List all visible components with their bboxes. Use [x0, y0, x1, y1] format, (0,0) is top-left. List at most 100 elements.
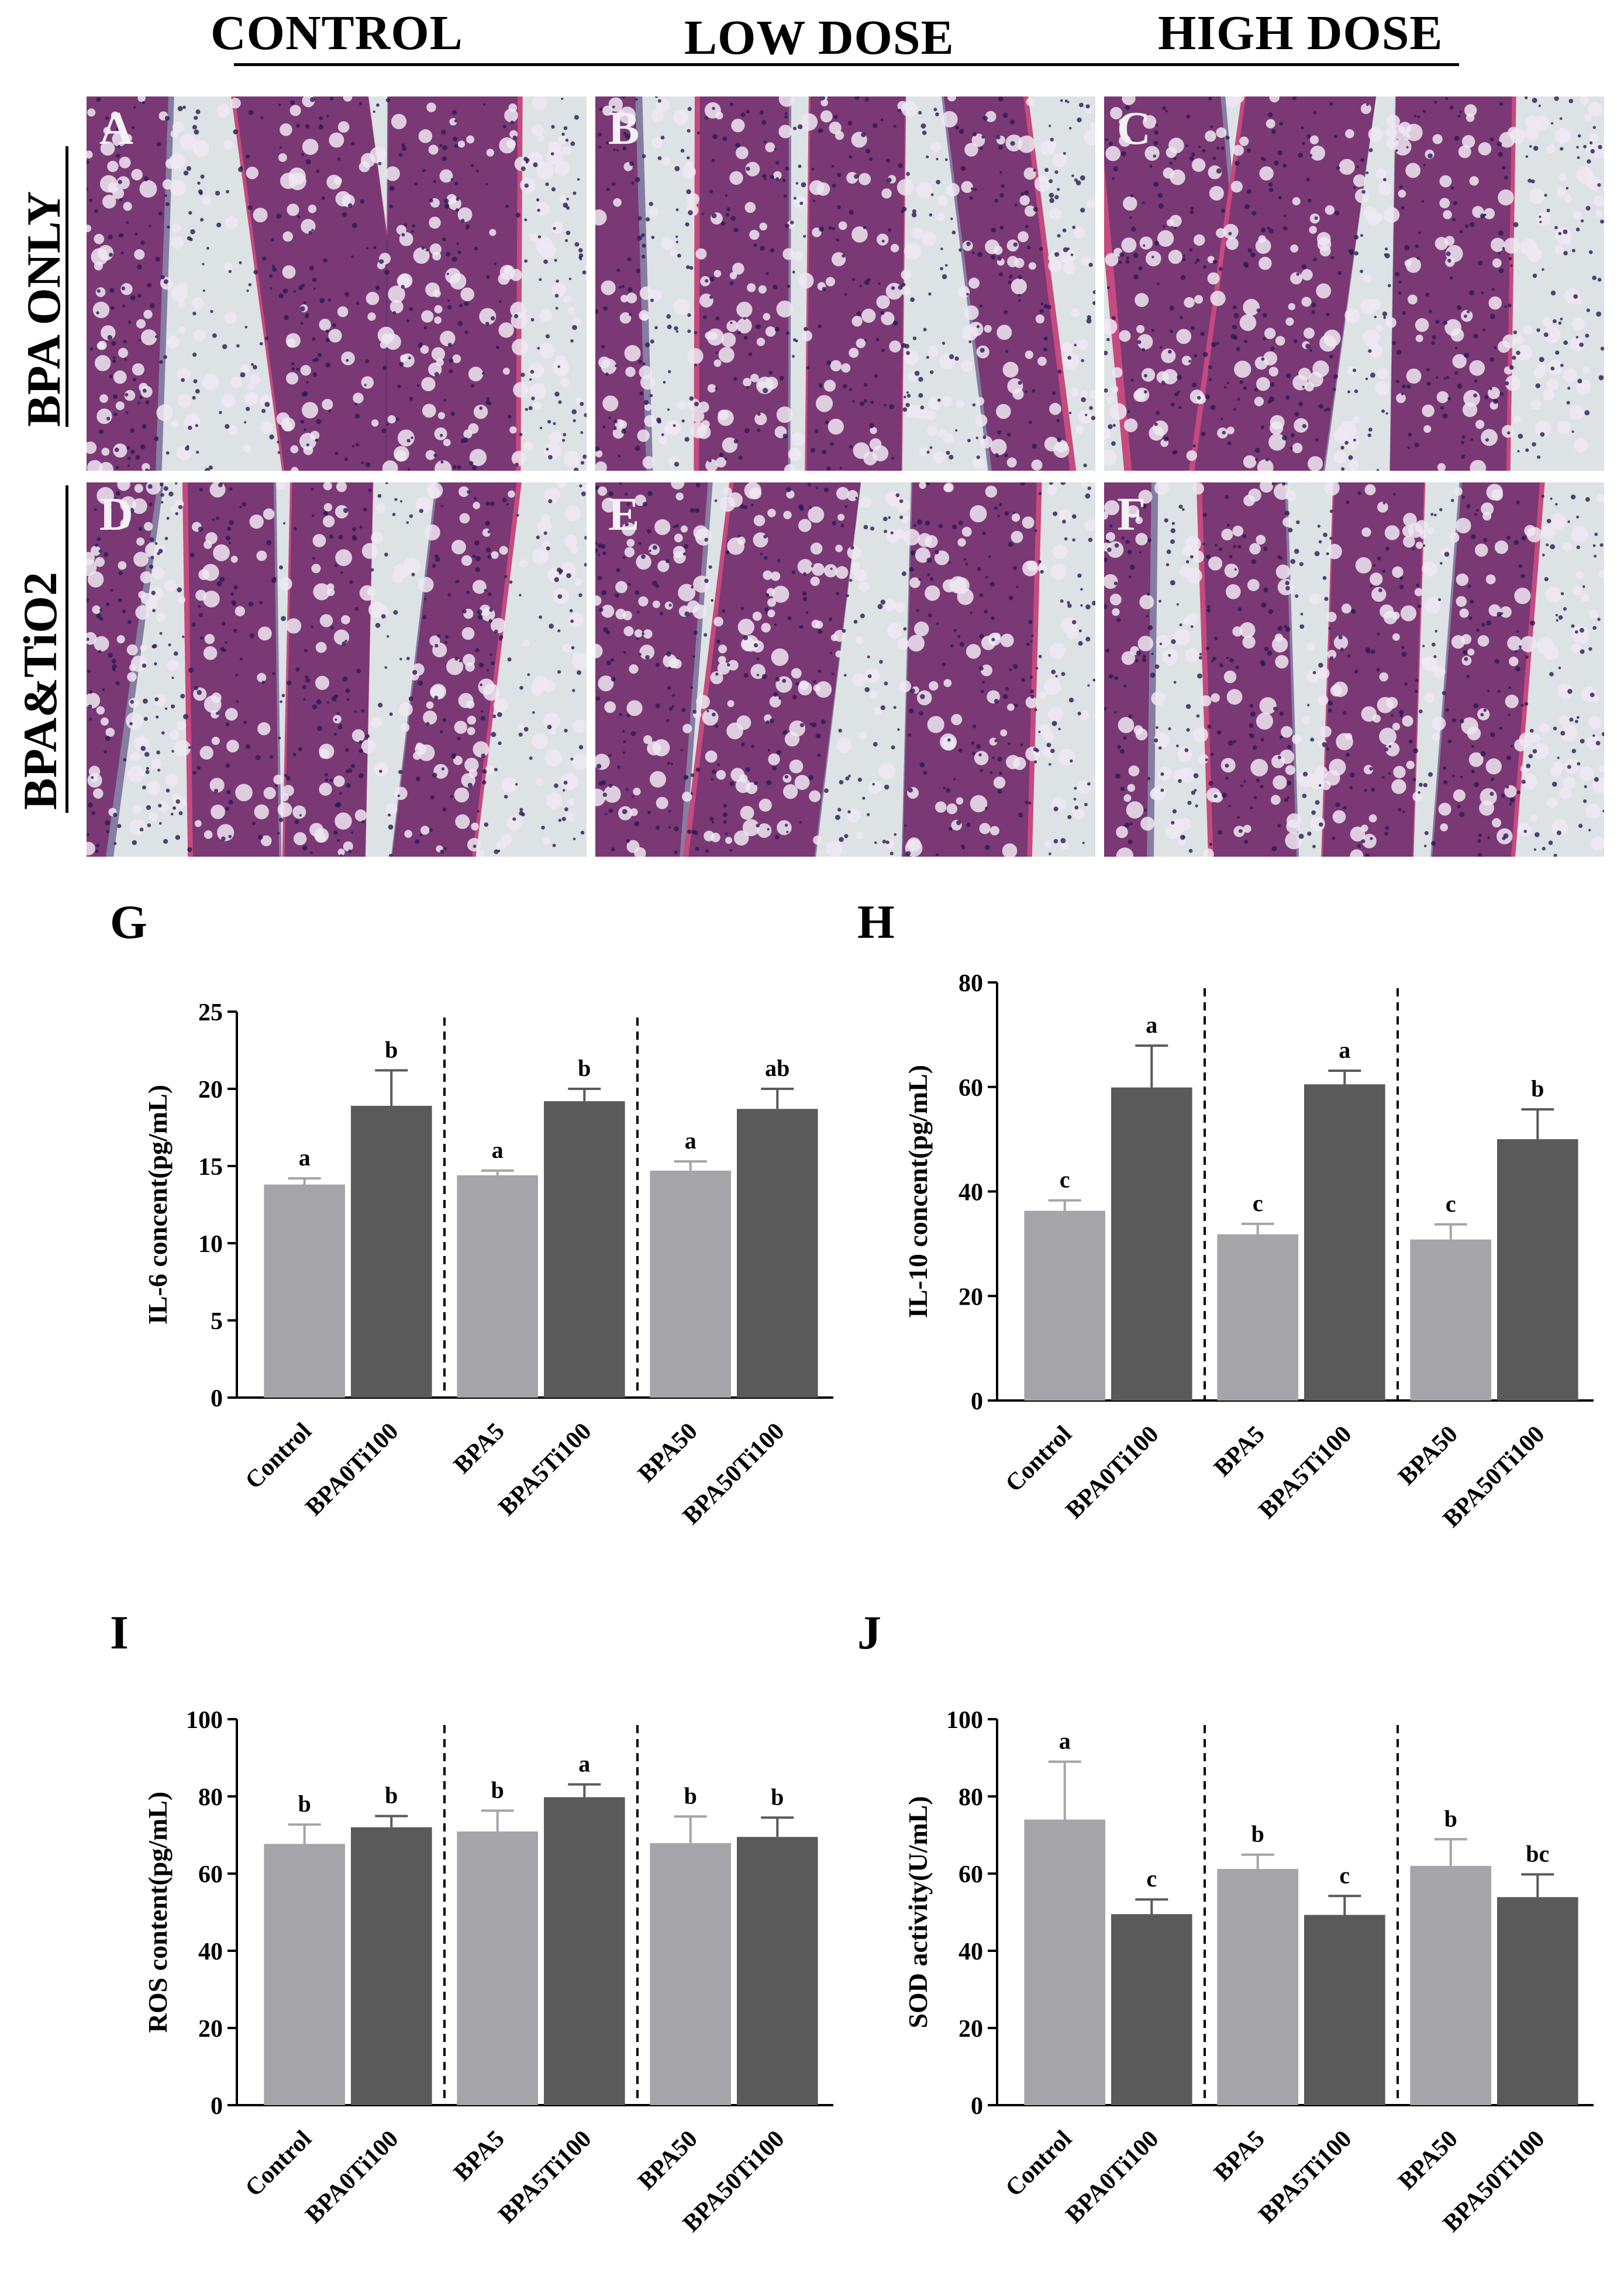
nucleus: [667, 325, 672, 329]
nucleus: [999, 225, 1004, 230]
nucleus: [269, 755, 273, 759]
goblet-cell: [1333, 635, 1349, 650]
nucleus: [149, 537, 154, 542]
nucleus: [87, 669, 91, 673]
goblet-cell: [1025, 350, 1033, 359]
goblet-cell: [698, 401, 709, 413]
goblet-cell: [626, 840, 640, 853]
nucleus: [668, 603, 672, 607]
nucleus: [1078, 102, 1084, 108]
goblet-cell: [1146, 250, 1161, 267]
nucleus: [1051, 670, 1056, 674]
tissue-crypt-layer: [941, 96, 1070, 471]
nucleus: [188, 211, 192, 215]
nucleus: [1268, 228, 1274, 234]
nucleus: [194, 686, 199, 691]
nucleus: [1171, 639, 1176, 644]
nucleus: [1301, 264, 1307, 270]
nucleus: [1153, 181, 1159, 187]
nucleus: [1137, 340, 1142, 344]
nucleus: [1106, 539, 1109, 543]
nucleus: [312, 704, 318, 710]
nucleus: [1210, 405, 1216, 411]
goblet-cell: [1192, 727, 1208, 743]
nucleus: [1060, 599, 1064, 603]
tissue-crypt-layer: [595, 482, 713, 857]
goblet-cell: [652, 600, 660, 608]
nucleus: [194, 116, 198, 120]
goblet-cell: [835, 130, 844, 140]
goblet-cell: [1018, 231, 1029, 243]
nucleus: [312, 557, 315, 560]
goblet-cell: [509, 426, 517, 434]
goblet-cell: [1345, 435, 1360, 450]
nucleus: [837, 173, 842, 177]
nucleus: [302, 391, 308, 396]
nucleus: [985, 806, 988, 810]
goblet-cell: [620, 295, 629, 303]
goblet-cell: [178, 282, 188, 292]
nucleus: [1173, 157, 1177, 160]
nucleus: [1038, 730, 1041, 733]
nucleus: [1216, 146, 1220, 150]
goblet-cell: [473, 741, 489, 758]
nucleus: [338, 534, 343, 540]
goblet-cell: [224, 311, 237, 325]
goblet-cell: [544, 487, 561, 503]
nucleus: [1206, 608, 1211, 613]
nucleus: [949, 454, 954, 460]
nucleus: [1588, 250, 1593, 254]
goblet-cell: [1458, 145, 1471, 158]
goblet-cell: [285, 333, 301, 348]
goblet-cell: [149, 812, 158, 822]
goblet-cell: [93, 788, 104, 799]
goblet-cell: [820, 99, 828, 106]
nucleus: [764, 607, 769, 612]
nucleus: [985, 575, 988, 579]
nucleus: [687, 329, 691, 333]
nucleus: [302, 845, 308, 851]
goblet-cell: [478, 678, 495, 695]
nucleus: [312, 358, 316, 363]
micrograph-panel-f: F: [1104, 482, 1604, 857]
goblet-cell: [595, 788, 606, 806]
nucleus: [433, 180, 436, 184]
nucleus: [1558, 666, 1561, 670]
nucleus: [1480, 713, 1484, 717]
nucleus: [204, 468, 210, 471]
goblet-cell: [799, 680, 809, 690]
goblet-cell: [202, 373, 219, 390]
nucleus: [1514, 650, 1518, 653]
nucleus: [1247, 248, 1252, 253]
goblet-cell: [130, 656, 147, 672]
nucleus: [1250, 252, 1256, 258]
goblet-cell: [1325, 205, 1335, 215]
nucleus: [715, 387, 718, 391]
nucleus: [1018, 381, 1022, 385]
nucleus: [563, 433, 567, 437]
panel-letter-a: A: [99, 103, 133, 154]
nucleus: [1300, 612, 1304, 616]
chart-h-significance-letter: c: [1446, 1191, 1456, 1217]
nucleus: [1030, 689, 1035, 694]
goblet-cell: [539, 550, 550, 560]
nucleus: [826, 466, 832, 471]
goblet-cell: [285, 618, 302, 634]
nucleus: [1461, 495, 1465, 499]
nucleus: [1268, 182, 1273, 187]
nucleus: [1189, 248, 1193, 252]
goblet-cell: [467, 715, 477, 725]
chart-g-category-label: BPA5: [449, 1418, 510, 1479]
nucleus: [246, 154, 250, 158]
nucleus: [1552, 319, 1557, 323]
nucleus: [447, 305, 452, 310]
nucleus: [803, 572, 807, 576]
nucleus: [1033, 760, 1037, 764]
nucleus: [1532, 748, 1537, 754]
nucleus: [1477, 839, 1481, 843]
goblet-cell: [1156, 634, 1170, 649]
goblet-cell: [1025, 696, 1038, 709]
goblet-cell: [1249, 543, 1261, 555]
nucleus: [317, 726, 322, 732]
goblet-cell: [1050, 563, 1067, 580]
